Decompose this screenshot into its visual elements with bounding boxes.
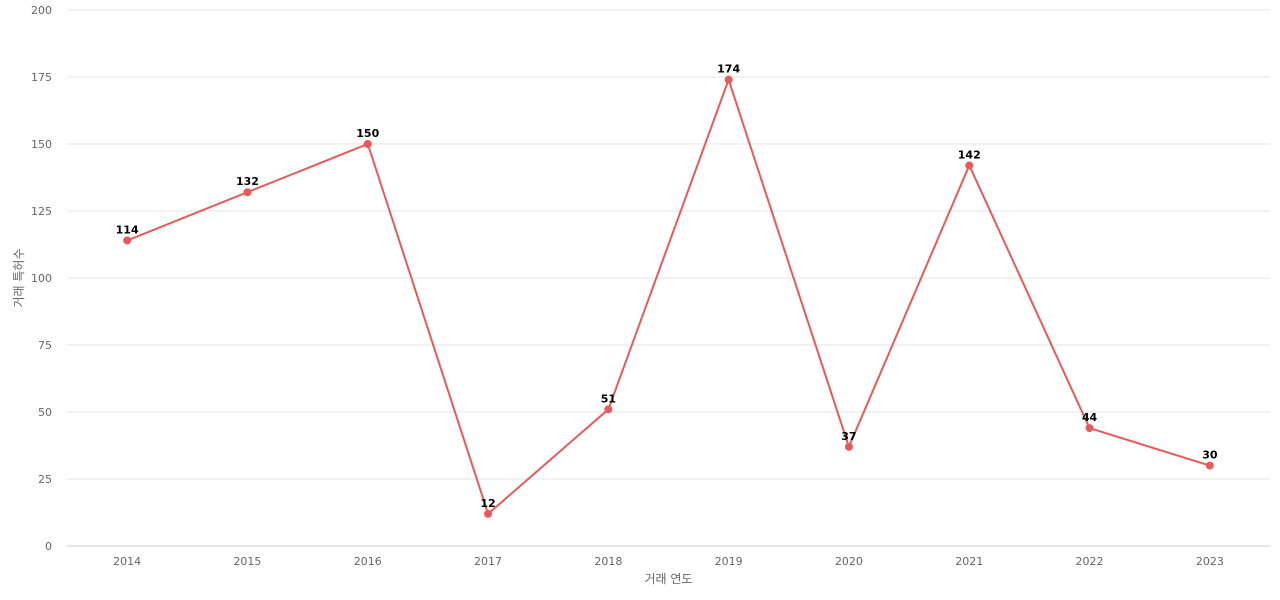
data-point (604, 405, 613, 414)
data-label: 132 (236, 175, 259, 188)
data-label: 37 (841, 430, 856, 443)
data-point (724, 75, 733, 84)
x-tick-label: 2015 (233, 555, 261, 568)
data-label: 12 (480, 497, 495, 510)
y-tick-label: 125 (31, 205, 52, 218)
y-tick-label: 150 (31, 138, 52, 151)
x-tick-label: 2016 (354, 555, 382, 568)
y-tick-label: 50 (38, 406, 52, 419)
data-point (1205, 461, 1214, 470)
y-axis-title: 거래 특허수 (12, 248, 26, 307)
x-tick-label: 2020 (835, 555, 863, 568)
y-tick-label: 175 (31, 71, 52, 84)
data-label: 142 (958, 148, 981, 161)
x-tick-label: 2023 (1196, 555, 1224, 568)
x-tick-label: 2018 (594, 555, 622, 568)
data-label: 174 (717, 63, 740, 76)
data-points (123, 75, 1214, 518)
data-label: 51 (601, 392, 616, 405)
x-tick-label: 2017 (474, 555, 502, 568)
data-label: 150 (356, 127, 379, 140)
data-point (243, 188, 252, 197)
grid-lines (67, 9, 1270, 480)
data-point (965, 161, 974, 170)
series-line (126, 76, 1211, 516)
x-tick-label: 2014 (113, 555, 141, 568)
data-label: 44 (1082, 411, 1098, 424)
x-axis-ticks: 2014 2015 2016 2017 2018 2019 2020 2021 2022 2023 (113, 555, 1224, 568)
x-tick-label: 2022 (1076, 555, 1104, 568)
y-tick-label: 100 (31, 272, 52, 285)
x-axis-title: 거래 연도 (645, 572, 693, 586)
data-label: 114 (116, 223, 139, 236)
data-labels: 114 132 150 12 51 174 37 142 44 30 (116, 63, 1218, 510)
y-tick-label: 75 (38, 339, 52, 352)
y-tick-label: 25 (38, 473, 52, 486)
x-tick-label: 2021 (955, 555, 983, 568)
data-point (1085, 424, 1094, 433)
data-point (363, 140, 372, 148)
data-point (123, 236, 132, 245)
y-tick-label: 0 (45, 540, 52, 553)
x-tick-label: 2019 (715, 555, 743, 568)
data-point (484, 509, 493, 518)
data-point (844, 442, 853, 451)
y-tick-label: 200 (31, 4, 52, 17)
y-axis-ticks: 0 25 50 75 100 125 150 175 200 (31, 4, 52, 553)
data-label: 30 (1202, 449, 1218, 462)
